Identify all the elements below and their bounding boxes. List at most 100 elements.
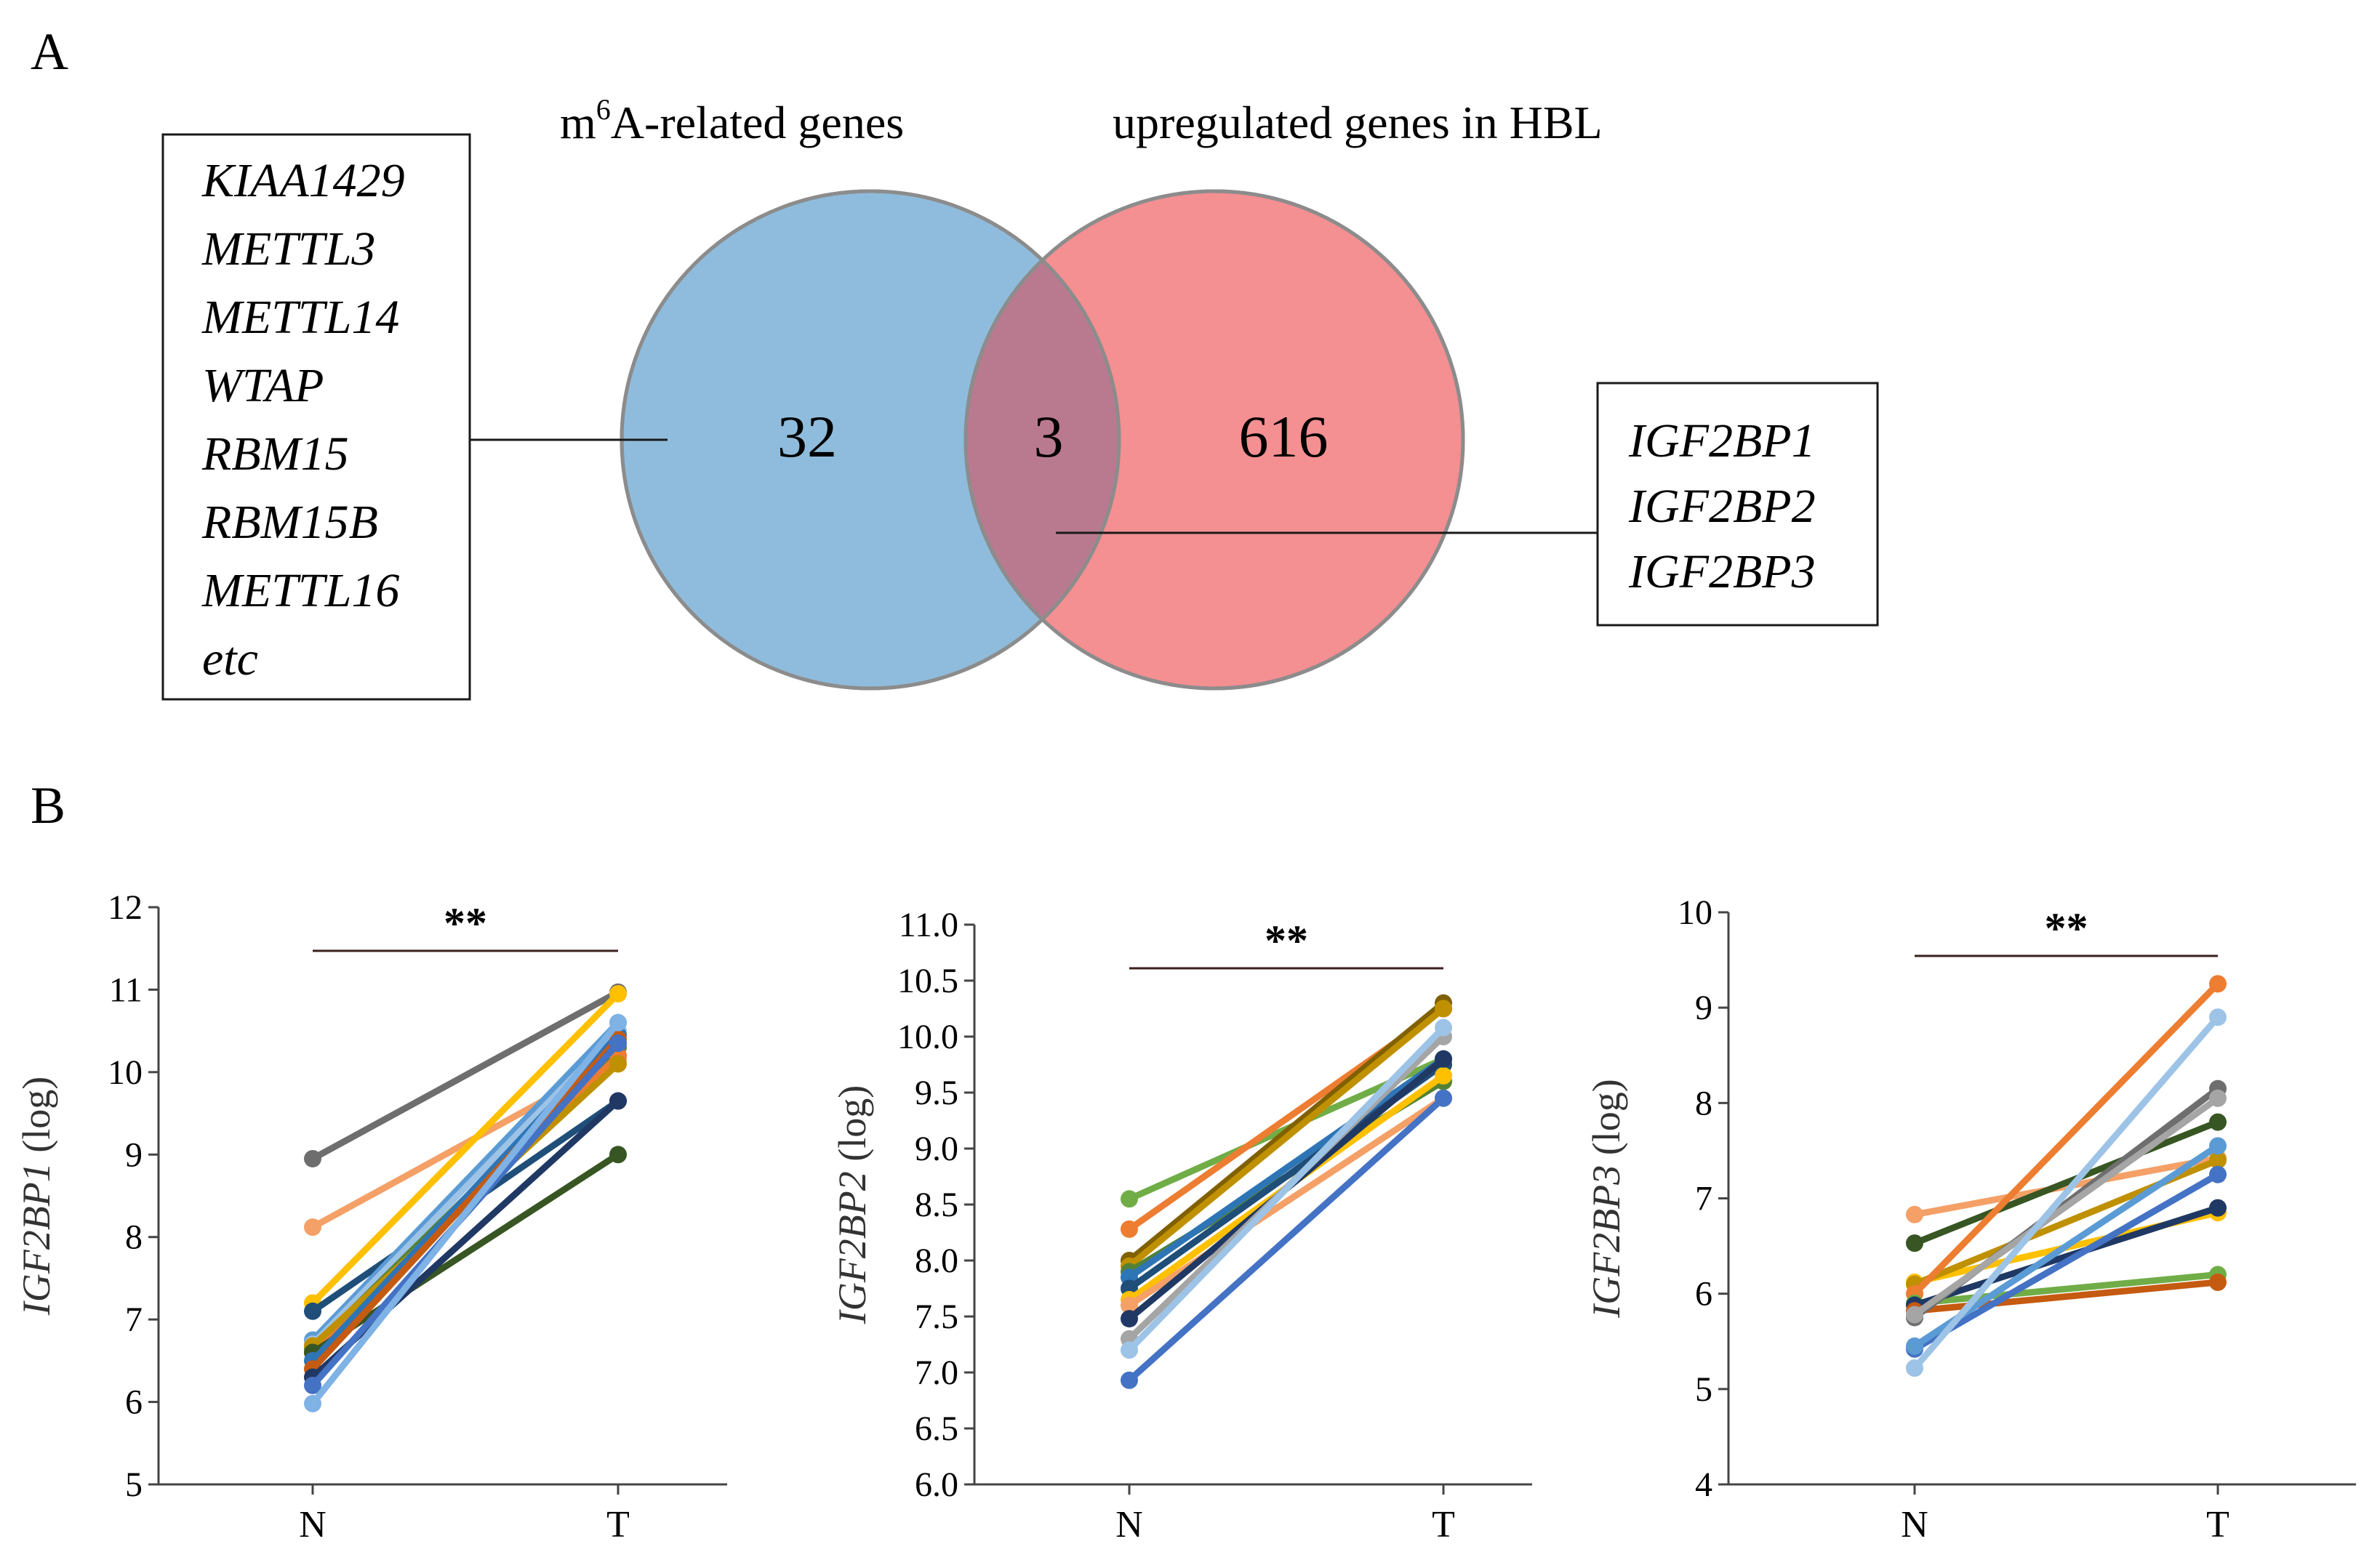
x-tick-label: T	[2206, 1504, 2229, 1545]
y-tick-label: 5	[1695, 1370, 1712, 1409]
data-point-n	[1121, 1190, 1138, 1208]
chart-igf2bp1: 5 6 7 8 9 10 11 12 N T IGF2BP1 (log) **	[15, 888, 727, 1545]
data-point-n	[304, 1149, 321, 1167]
y-tick-label: 6.5	[915, 1410, 958, 1448]
data-point-t	[1435, 1089, 1452, 1107]
series-line	[1911, 1154, 2221, 1218]
data-point-t	[609, 1013, 627, 1032]
venn-right-outline	[963, 189, 1465, 691]
data-point-t	[2209, 1089, 2227, 1107]
y-axis-label-unit: (log)	[15, 1077, 58, 1162]
y-tick-label: 5	[125, 1465, 143, 1504]
significance-label: **	[2045, 904, 2088, 952]
y-axis-label-gene: IGF2BP3	[1584, 1165, 1628, 1319]
y-tick-label: 6	[1695, 1275, 1712, 1314]
panel-label-a: A	[31, 23, 68, 81]
data-point-t	[1435, 1066, 1452, 1085]
series-line	[309, 1019, 622, 1343]
significance-label: **	[1265, 917, 1308, 965]
gene-item: KIAA1429	[201, 154, 405, 207]
y-tick-label: 10	[108, 1053, 143, 1092]
venn-right-title: upregulated genes in HBL	[1113, 97, 1603, 148]
y-tick-label: 9.0	[915, 1130, 958, 1168]
series-line	[1911, 980, 2221, 1298]
series-line	[309, 1035, 622, 1372]
venn-overlap-count: 3	[1034, 403, 1064, 470]
y-tick-label: 6	[125, 1383, 143, 1422]
gene-item: METTL16	[201, 564, 399, 617]
y-tick-label: 12	[108, 888, 143, 927]
y-tick-label: 8	[125, 1218, 143, 1257]
left-gene-box	[161, 133, 471, 701]
data-point-t	[2209, 1113, 2227, 1131]
data-point-t	[609, 1092, 627, 1110]
data-point-n	[1121, 1296, 1138, 1314]
series-line	[1126, 1024, 1447, 1354]
left-gene-list: KIAA1429 METTL3 METTL14 WTAP RBM15 RBM15…	[201, 154, 405, 685]
data-point-t	[2209, 975, 2227, 993]
data-point-n	[304, 1376, 321, 1394]
y-tick-label: 8	[1695, 1084, 1712, 1122]
data-point-n	[1121, 1341, 1138, 1359]
y-tick-label: 8.5	[915, 1186, 958, 1224]
gene-item: RBM15B	[201, 496, 378, 549]
data-point-n	[304, 1218, 321, 1237]
venn-left-title: m6A-related genes	[560, 93, 904, 148]
y-tick-label: 11.0	[899, 906, 958, 944]
y-tick-label: 7	[1695, 1180, 1712, 1218]
data-point-t	[609, 1034, 627, 1053]
series-line	[1126, 1056, 1447, 1281]
y-tick-label: 7	[125, 1300, 143, 1339]
data-point-n	[1906, 1205, 1923, 1223]
gene-item: RBM15	[201, 427, 349, 481]
y-axis-label-gene: IGF2BP2	[830, 1171, 874, 1324]
data-point-t	[2209, 1199, 2227, 1217]
data-point-t	[2209, 1137, 2227, 1155]
data-point-t	[1435, 1050, 1452, 1068]
chart-igf2bp2: 6.0 6.5 7.0 7.5 8.0 8.5 9.0 9.5 10.0 10.5 11.0 N T IG…	[830, 906, 1532, 1545]
venn-overlap-region	[966, 260, 1119, 620]
data-point-n	[1906, 1337, 1923, 1355]
y-tick-label: 7.5	[915, 1298, 958, 1336]
y-axis-label: IGF2BP3 (log)	[1584, 1079, 1628, 1318]
data-point-n	[1121, 1310, 1138, 1328]
y-axis-label: IGF2BP1 (log)	[15, 1077, 58, 1316]
gene-item: IGF2BP3	[1628, 545, 1816, 598]
data-point-t	[609, 1146, 627, 1164]
y-axis-label-gene: IGF2BP1	[15, 1162, 58, 1316]
y-tick-label: 4	[1695, 1465, 1712, 1504]
data-point-n	[1121, 1371, 1138, 1389]
y-tick-label: 6.0	[915, 1465, 958, 1504]
y-tick-label: 10	[1678, 893, 1712, 932]
x-tick-label: T	[606, 1504, 630, 1545]
data-point-t	[1435, 1000, 1452, 1018]
data-point-t	[609, 1055, 627, 1073]
x-tick-label: N	[1115, 1504, 1143, 1545]
venn-right-count: 616	[1239, 403, 1329, 470]
y-axis-label: IGF2BP2 (log)	[830, 1085, 874, 1324]
y-tick-label: 10.0	[897, 1018, 958, 1056]
data-point-t	[1435, 1018, 1452, 1037]
gene-item: etc	[202, 632, 258, 685]
data-point-n	[1906, 1234, 1923, 1253]
y-tick-label: 7.0	[915, 1354, 958, 1392]
gene-item: IGF2BP2	[1628, 480, 1816, 533]
significance-label: **	[444, 899, 487, 947]
series-line	[309, 1151, 622, 1356]
x-tick-label: N	[299, 1504, 326, 1545]
y-tick-label: 9	[1695, 989, 1712, 1027]
y-tick-label: 11	[109, 970, 143, 1009]
y-tick-label: 8.0	[915, 1242, 958, 1280]
data-point-t	[2209, 1008, 2227, 1026]
data-point-t	[2209, 1165, 2227, 1183]
series-line	[1126, 1095, 1447, 1309]
chart-igf2bp3: 4 5 6 7 8 9 10 N T IGF2BP3 (log) **	[1584, 893, 2356, 1545]
data-point-n	[1121, 1220, 1138, 1238]
data-point-t	[2209, 1151, 2227, 1170]
y-axis-label-unit: (log)	[1584, 1079, 1628, 1165]
right-gene-box	[1596, 382, 1879, 627]
series-line	[1126, 1000, 1447, 1264]
series-line	[309, 989, 622, 1162]
series-line	[1126, 1005, 1447, 1270]
